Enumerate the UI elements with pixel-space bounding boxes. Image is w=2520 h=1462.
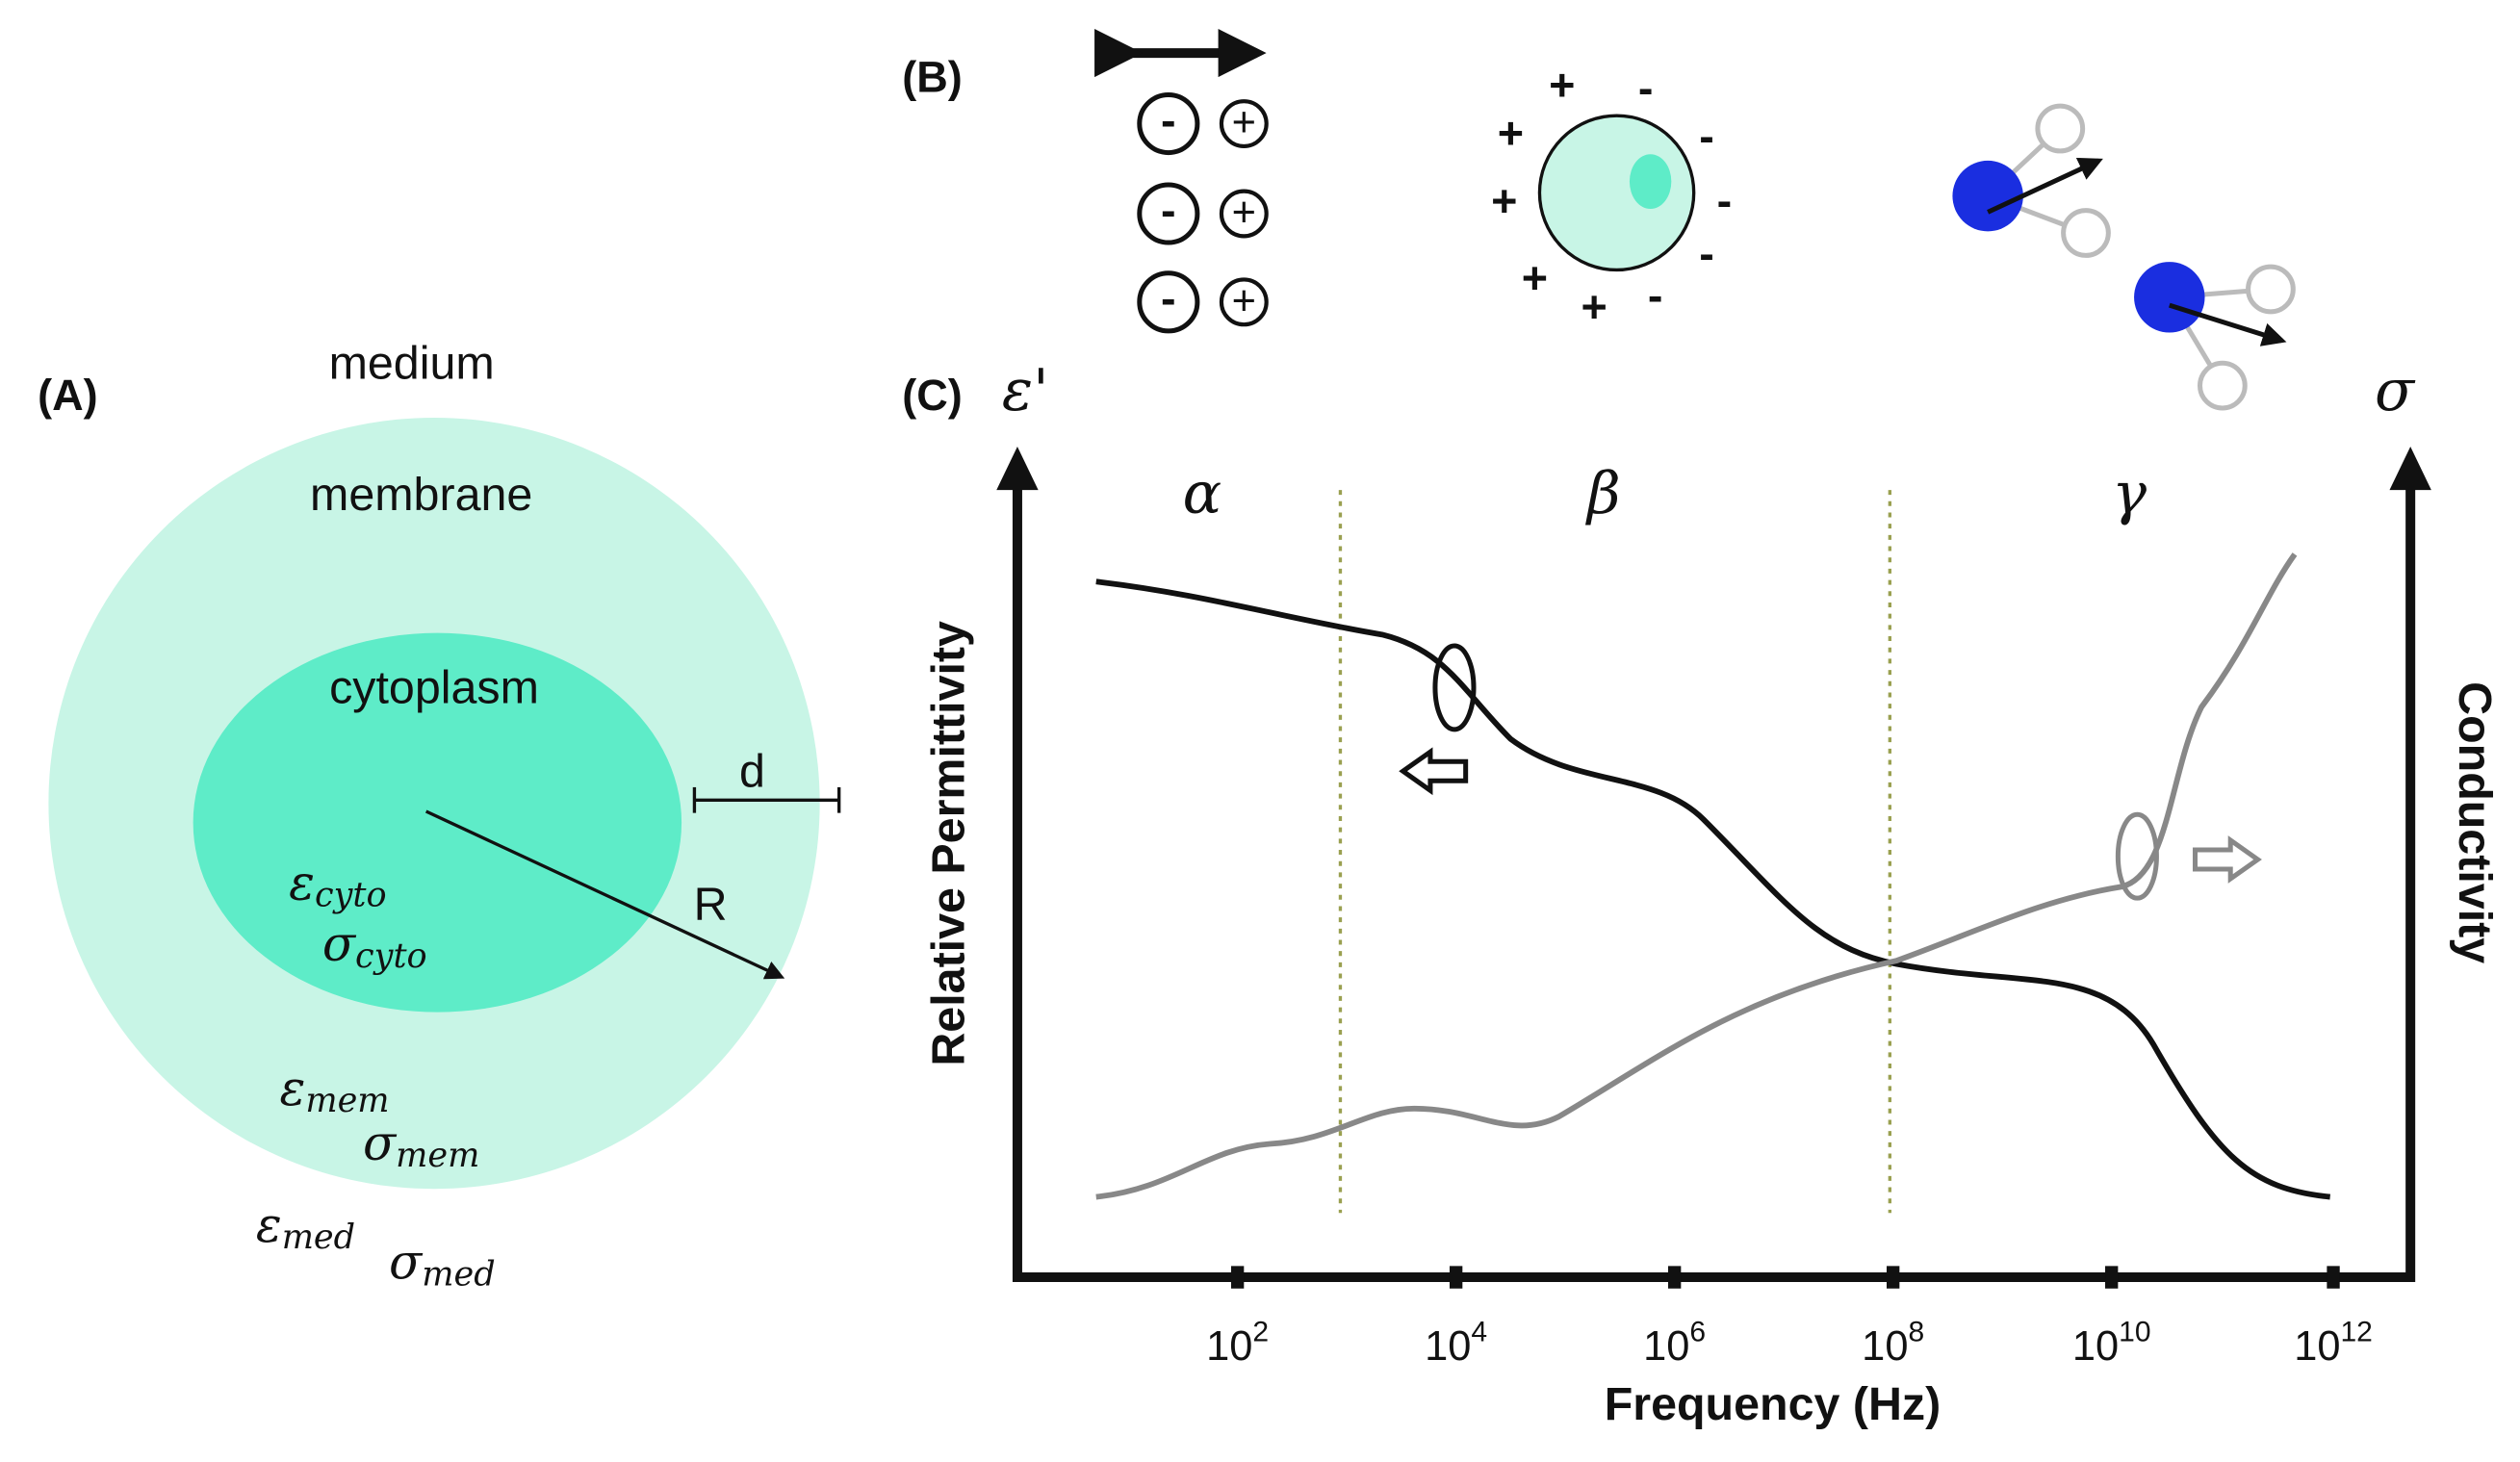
cell-charge: - [1699,112,1714,162]
eps-cyto: εcyto [289,855,387,914]
permittivity-symbol: ε' [1002,357,1049,424]
sig-mem: σmem [363,1116,479,1175]
positive-charge-ring [1219,99,1269,148]
panel-label: (A) [38,371,98,420]
sig-med: σmed [389,1234,496,1294]
dipoles: - + - + - + [1137,91,1269,334]
conductivity-curve [1095,552,2298,1200]
y-axis-label: Relative Permittivity [922,621,974,1066]
cell-charge: + [1549,60,1575,110]
d-dimension [692,786,841,813]
curve-marker [2115,811,2159,901]
negative-charge: - [1161,95,1176,145]
region-label: γ [2112,460,2147,527]
cell-charge: - [1699,228,1714,278]
x-tick-label: 1012 [2294,1316,2373,1370]
cell-charge: - [1638,63,1654,113]
tick-exponent: 4 [1471,1316,1487,1347]
x-tick-label: 108 [1862,1316,1924,1370]
water-molecule [2134,262,2296,411]
left-axis-pointer [1399,747,1469,796]
sig-cyto: σcyto [322,916,427,976]
cell-charge: + [1491,175,1517,225]
region-label: β [1585,460,1621,527]
regions: α β γ [1183,460,2147,527]
medium-label: medium [329,337,495,389]
positive-charge: + [1232,278,1256,324]
cytoplasm-label: cytoplasm [329,662,539,714]
eps-med: εmed [256,1197,355,1257]
cell-charge: + [1522,252,1548,302]
cell-charge: - [1648,270,1663,321]
eps-mem: εmem [279,1061,389,1120]
negative-charge-ring [1137,91,1200,156]
nucleus [1629,154,1672,209]
r-label: R [694,879,728,931]
conductivity-symbol: σ [2375,357,2416,424]
y2-axis-label: Conductivity [2449,681,2501,963]
region-label: α [1183,460,1222,527]
negative-charge-ring [1137,270,1200,334]
d-label: d [739,745,765,797]
tick-base: 10 [1206,1324,1252,1371]
x-ticks: 102 104 106 108 1010 1012 [1206,1266,2373,1371]
x-tick-label: 1010 [2072,1316,2151,1370]
cytoplasm-core [193,632,682,1013]
panel-label: (C) [902,371,963,420]
positive-charge: + [1232,100,1256,146]
x-axis-label: Frequency (Hz) [1605,1378,1941,1430]
panel-label: (B) [902,52,963,101]
negative-charge-ring [1137,182,1200,245]
radius-arrow [424,809,785,980]
tick-exponent: 10 [2119,1316,2150,1347]
tick-base: 10 [1643,1324,1689,1371]
tick-exponent: 6 [1689,1316,1706,1347]
curve-marker [1432,643,1477,732]
tick-base: 10 [2072,1324,2119,1371]
permittivity-curve [1095,578,2330,1200]
positive-charge-ring [1219,277,1269,327]
axes [1012,481,2416,1283]
cell-charge: + [1581,282,1607,332]
tick-exponent: 2 [1252,1316,1269,1347]
cell-charges: + -+ -+ -+ -+ - [1491,60,1732,331]
negative-charge: - [1161,273,1176,323]
water-molecule [1952,103,2111,258]
x-tick-label: 104 [1425,1316,1487,1370]
membrane-label: membrane [310,469,532,521]
right-axis-pointer [2192,835,2262,884]
tick-base: 10 [2294,1324,2340,1371]
x-tick-label: 106 [1643,1316,1706,1370]
x-tick-label: 102 [1206,1316,1269,1370]
region-dividers [1338,490,1892,1214]
tick-base: 10 [1862,1324,1908,1371]
negative-charge: - [1161,185,1176,235]
cell [1537,114,1696,272]
tick-base: 10 [1425,1324,1471,1371]
cell-charge: - [1717,175,1733,225]
positive-charge: + [1232,190,1256,236]
tick-exponent: 12 [2340,1316,2372,1347]
tick-exponent: 8 [1908,1316,1924,1347]
positive-charge-ring [1219,189,1269,239]
cell-charge: + [1498,108,1524,158]
